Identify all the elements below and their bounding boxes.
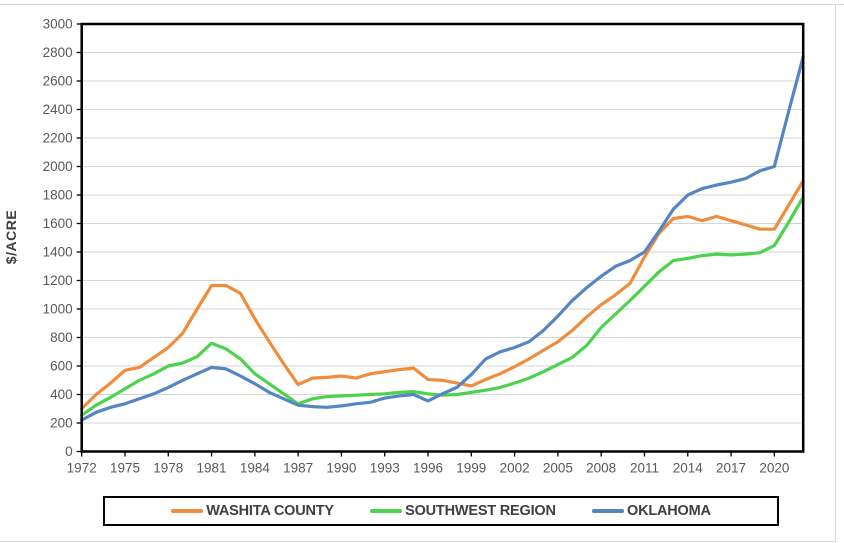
x-axis-tick-label: 1984: [240, 461, 271, 476]
x-axis-tick-label: 2020: [759, 461, 789, 476]
series-line-oklahoma: [80, 55, 805, 422]
y-axis-tick-label: 400: [50, 387, 73, 402]
x-axis-tick-label: 2014: [673, 461, 704, 476]
southwest-region-line-swatch: [370, 509, 403, 513]
y-axis-tick-label: 0: [65, 444, 73, 459]
y-axis-title: $/ACRE: [3, 209, 19, 265]
y-axis-tick-label: 800: [50, 330, 73, 345]
x-axis-tick-label: 1987: [283, 461, 313, 476]
x-axis-tick-label: 1999: [456, 461, 486, 476]
oklahoma-line-swatch: [591, 509, 624, 513]
x-axis-tick-label: 1978: [153, 461, 183, 476]
legend-item-southwest-region: SOUTHWEST REGION: [370, 503, 556, 519]
x-axis-tick-label: 2005: [543, 461, 573, 476]
chart-legend: WASHITA COUNTY SOUTHWEST REGION OKLAHOMA: [103, 496, 779, 526]
x-axis-tick-label: 1990: [326, 461, 356, 476]
series-line-washita-county: [80, 179, 805, 411]
y-axis-tick-label: 1800: [43, 188, 73, 203]
x-axis-tick-label: 1981: [197, 461, 227, 476]
y-axis-tick-label: 3000: [43, 17, 73, 32]
y-axis-tick-label: 2400: [43, 102, 73, 117]
y-axis-tick-label: 1400: [43, 245, 73, 260]
y-axis-tick-label: 600: [50, 359, 73, 374]
legend-item-washita-county: WASHITA COUNTY: [171, 503, 334, 519]
x-axis-tick-label: 1996: [413, 461, 443, 476]
x-axis-tick-label: 1972: [67, 461, 97, 476]
series-line-southwest-region: [80, 195, 805, 417]
x-axis-tick-label: 2011: [630, 461, 659, 476]
y-axis-tick-label: 1000: [43, 302, 73, 317]
x-axis-tick-label: 2002: [500, 461, 530, 476]
legend-label: WASHITA COUNTY: [206, 503, 334, 519]
washita-county-line-swatch: [171, 509, 204, 513]
x-axis-tick-label: 1975: [110, 461, 140, 476]
y-axis-tick-label: 2600: [43, 74, 73, 89]
y-axis-tick-label: 2200: [43, 131, 73, 146]
x-axis-tick-label: 1993: [370, 461, 400, 476]
y-axis-tick-label: 1600: [43, 216, 73, 231]
legend-label: SOUTHWEST REGION: [405, 503, 556, 519]
figure-frame-right: [835, 4, 836, 541]
y-axis-tick-label: 200: [50, 416, 73, 431]
legend-item-oklahoma: OKLAHOMA: [591, 503, 711, 519]
y-axis-tick-label: 2800: [43, 45, 73, 60]
plot-border: [80, 22, 805, 453]
y-axis-tick-label: 1200: [43, 273, 73, 288]
y-axis-tick-label: 2000: [43, 159, 73, 174]
x-axis-tick-label: 2017: [716, 461, 746, 476]
x-axis-tick-label: 2008: [586, 461, 616, 476]
figure-frame-top: [0, 4, 844, 5]
legend-label: OKLAHOMA: [626, 503, 711, 519]
figure-frame-bottom: [0, 541, 836, 542]
